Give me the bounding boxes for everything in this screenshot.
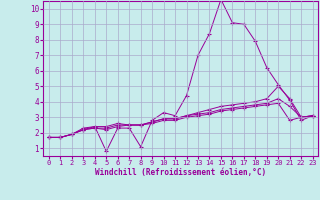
X-axis label: Windchill (Refroidissement éolien,°C): Windchill (Refroidissement éolien,°C) — [95, 168, 266, 177]
